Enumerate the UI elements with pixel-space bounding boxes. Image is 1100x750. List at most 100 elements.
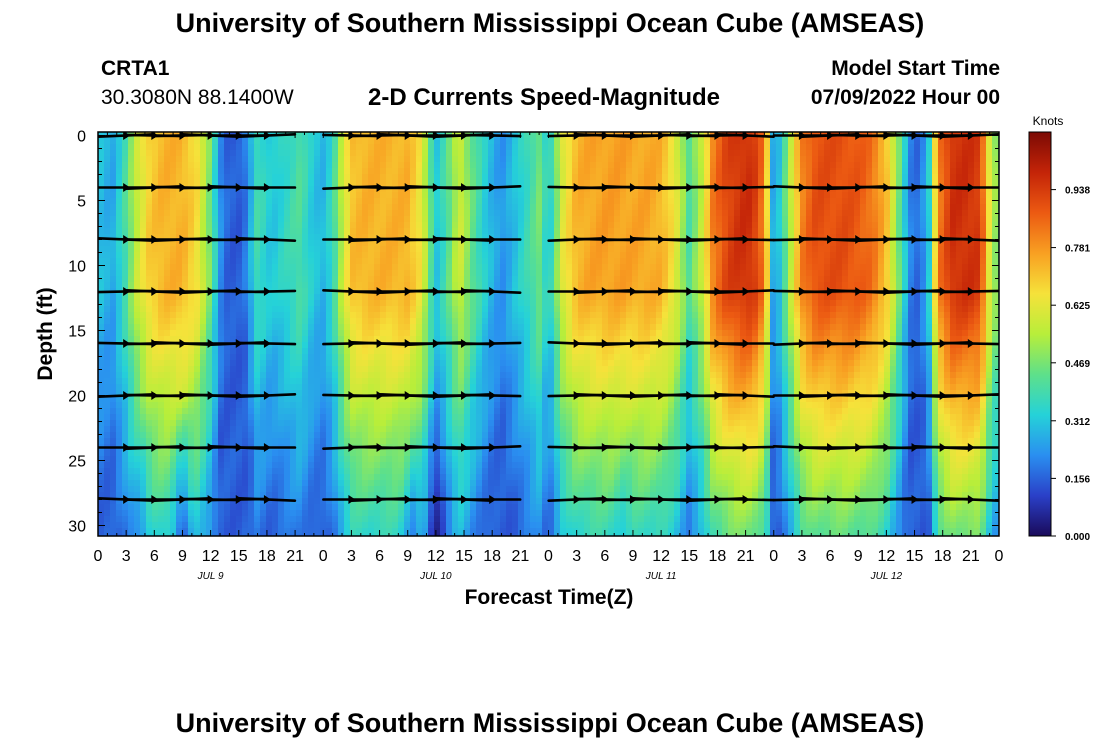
heatmap-cell [434, 252, 441, 259]
heatmap-cell [308, 198, 315, 205]
heatmap-cell [518, 294, 525, 301]
heatmap-cell [338, 450, 345, 457]
heatmap-cell [308, 534, 315, 536]
heatmap-cell [296, 414, 303, 421]
heatmap-cell [398, 504, 405, 511]
heatmap-cell [512, 480, 519, 487]
heatmap-cell [158, 384, 165, 391]
heatmap-cell [116, 216, 123, 223]
heatmap-cell [518, 228, 525, 235]
heatmap-cell [332, 270, 339, 277]
heatmap-cell [326, 516, 333, 523]
heatmap-cell [230, 330, 237, 337]
heatmap-cell [530, 162, 537, 169]
heatmap-cell [500, 372, 507, 379]
heatmap-cell [212, 372, 219, 379]
heatmap-cell [296, 438, 303, 445]
heatmap-cell [200, 330, 207, 337]
heatmap-cell [368, 342, 375, 349]
heatmap-cell [314, 156, 321, 163]
heatmap-cell [140, 336, 147, 343]
heatmap-cell [272, 294, 279, 301]
heatmap-cell [338, 456, 345, 463]
heatmap-cell [230, 510, 237, 517]
heatmap-cell [314, 282, 321, 289]
heatmap-cell [152, 318, 159, 325]
heatmap-cell [164, 306, 171, 313]
heatmap-cell [440, 438, 447, 445]
heatmap-cell [518, 498, 525, 505]
heatmap-cell [428, 522, 435, 529]
heatmap-cell [434, 408, 441, 415]
heatmap-cell [164, 468, 171, 475]
heatmap-cell [350, 228, 357, 235]
heatmap-cell [104, 168, 111, 175]
heatmap-cell [236, 198, 243, 205]
heatmap-cell [230, 210, 237, 217]
heatmap-cell [476, 234, 483, 241]
heatmap-cell [434, 138, 441, 145]
heatmap-cell [290, 504, 297, 511]
heatmap-cell [104, 468, 111, 475]
heatmap-cell [464, 498, 471, 505]
heatmap-cell [302, 324, 309, 331]
heatmap-cell [290, 318, 297, 325]
heatmap-cell [326, 492, 333, 499]
heatmap-cell [416, 162, 423, 169]
heatmap-cell [320, 162, 327, 169]
heatmap-cell [428, 150, 435, 157]
heatmap-cell [320, 240, 327, 247]
heatmap-cell [320, 198, 327, 205]
heatmap-cell [116, 342, 123, 349]
heatmap-cell [164, 282, 171, 289]
heatmap-cell [440, 468, 447, 475]
heatmap-cell [374, 324, 381, 331]
heatmap-cell [140, 384, 147, 391]
heatmap-cell [110, 498, 117, 505]
heatmap-cell [392, 204, 399, 211]
heatmap-cell [152, 282, 159, 289]
heatmap-cell [482, 162, 489, 169]
heatmap-cell [290, 516, 297, 523]
heatmap-cell [248, 306, 255, 313]
heatmap-cell [518, 234, 525, 241]
heatmap-cell [404, 162, 411, 169]
heatmap-cell [404, 396, 411, 403]
heatmap-cell [362, 534, 369, 536]
heatmap-cell [242, 306, 249, 313]
heatmap-cell [206, 372, 213, 379]
heatmap-cell [518, 360, 525, 367]
heatmap-cell [254, 420, 261, 427]
heatmap-cell [488, 456, 495, 463]
heatmap-cell [128, 378, 135, 385]
heatmap-cell [464, 366, 471, 373]
heatmap-cell [254, 402, 261, 409]
heatmap-cell [362, 228, 369, 235]
heatmap-cell [230, 342, 237, 349]
heatmap-cell [464, 270, 471, 277]
heatmap-cell [182, 282, 189, 289]
heatmap-cell [428, 234, 435, 241]
heatmap-cell [500, 174, 507, 181]
heatmap-cell [248, 258, 255, 265]
heatmap-cell [116, 360, 123, 367]
heatmap-cell [182, 510, 189, 517]
heatmap-cell [200, 144, 207, 151]
heatmap-cell [302, 252, 309, 259]
heatmap-cell [194, 174, 201, 181]
heatmap-cell [140, 456, 147, 463]
heatmap-cell [104, 354, 111, 361]
heatmap-cell [500, 306, 507, 313]
heatmap-cell [170, 492, 177, 499]
heatmap-cell [164, 456, 171, 463]
heatmap-cell [308, 414, 315, 421]
heatmap-cell [284, 438, 291, 445]
heatmap-cell [224, 210, 231, 217]
heatmap-cell [368, 390, 375, 397]
heatmap-cell [158, 204, 165, 211]
heatmap-cell [350, 336, 357, 343]
heatmap-cell [500, 408, 507, 415]
heatmap-cell [140, 360, 147, 367]
heatmap-cell [488, 258, 495, 265]
heatmap-cell [380, 528, 387, 535]
